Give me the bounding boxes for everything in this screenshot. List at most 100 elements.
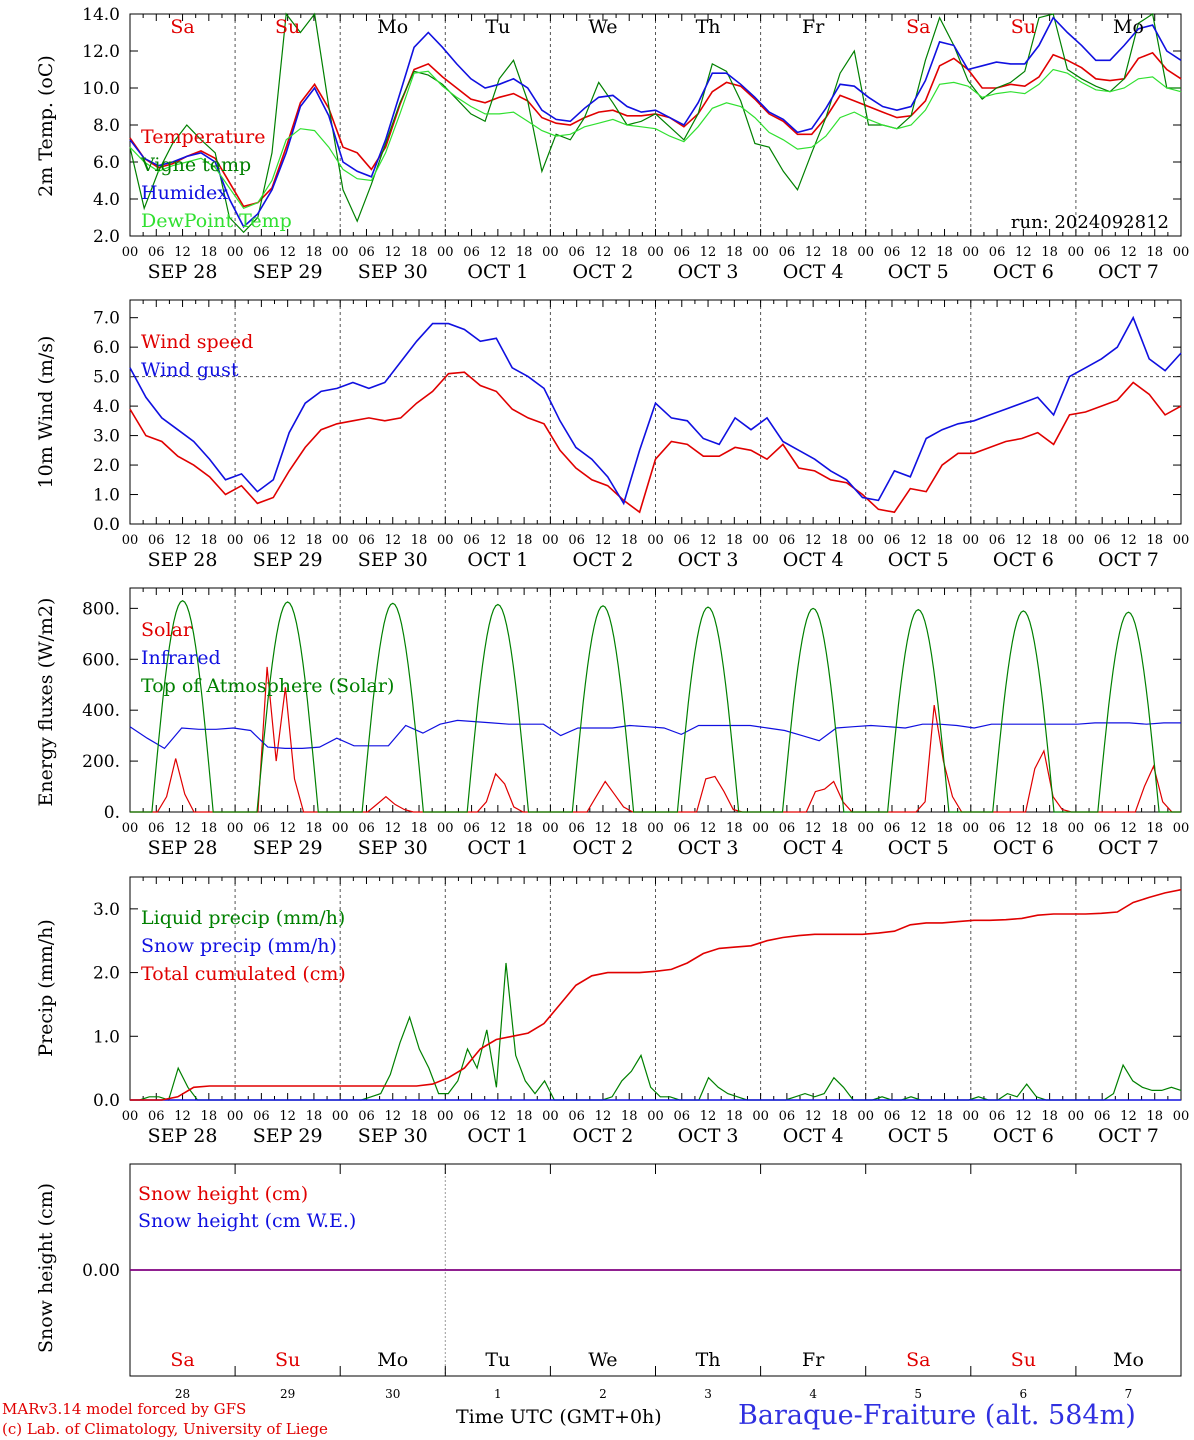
hour-label: 06 [358, 533, 375, 548]
date-label: SEP 28 [148, 549, 218, 571]
legend-entry: DewPoint Temp [141, 210, 292, 232]
date-label: SEP 28 [148, 837, 218, 859]
hour-label: 18 [411, 1109, 428, 1124]
hour-label: 12 [595, 533, 612, 548]
legend-entry: Wind gust [141, 359, 239, 381]
hour-label: 18 [306, 533, 323, 548]
hour-label: 06 [884, 1109, 901, 1124]
day-name: Sa [906, 16, 930, 38]
date-label: SEP 29 [253, 549, 323, 571]
hour-label: 12 [700, 1109, 717, 1124]
hour-label: 06 [884, 821, 901, 836]
legend-entry: Vigne temp [140, 154, 251, 176]
hour-label: 00 [542, 245, 559, 260]
bottom-day-number: 29 [280, 1387, 295, 1400]
hour-label: 00 [647, 533, 664, 548]
hour-label: 06 [358, 245, 375, 260]
bottom-day-number: 28 [175, 1387, 190, 1400]
hour-label: 12 [910, 1109, 927, 1124]
hour-label: 12 [384, 1109, 401, 1124]
date-label: OCT 6 [993, 549, 1054, 571]
y-tick-label: 400. [82, 701, 120, 721]
station-title: Baraque-Fraiture (alt. 584m) [738, 1400, 1136, 1431]
hour-label: 00 [963, 821, 980, 836]
day-name: Sa [170, 16, 194, 38]
hour-label: 00 [227, 1109, 244, 1124]
date-label: OCT 3 [678, 549, 739, 571]
bottom-day-number: 3 [704, 1387, 712, 1400]
hour-label: 18 [411, 245, 428, 260]
series-line-dewpoint-temp [129, 68, 1182, 210]
hour-label: 00 [857, 245, 874, 260]
hour-label: 12 [1015, 821, 1032, 836]
hour-label: 06 [674, 533, 691, 548]
hour-label: 18 [1041, 245, 1058, 260]
date-label: OCT 3 [678, 261, 739, 283]
y-tick-label: 14.0 [82, 5, 120, 25]
hour-label: 06 [884, 533, 901, 548]
hour-label: 12 [490, 245, 507, 260]
hour-label: 06 [779, 1109, 796, 1124]
day-name: Sa [170, 1349, 194, 1371]
hour-label: 00 [122, 245, 139, 260]
hour-label: 00 [857, 1109, 874, 1124]
xaxis-title: Time UTC (GMT+0h) [456, 1406, 662, 1428]
hour-label: 12 [700, 533, 717, 548]
hour-label: 06 [148, 533, 165, 548]
legend-entry: Snow height (cm) [138, 1183, 308, 1205]
legend-entry: Humidex [141, 182, 228, 204]
date-label: SEP 28 [148, 1125, 218, 1147]
hour-label: 06 [253, 821, 270, 836]
hour-label: 12 [279, 533, 296, 548]
series-line-total-cumulated-cm- [130, 888, 1182, 1101]
hour-label: 12 [1015, 1109, 1032, 1124]
date-label: OCT 7 [1098, 549, 1159, 571]
hour-label: 18 [1146, 821, 1163, 836]
hour-label: 06 [1094, 245, 1111, 260]
hour-label: 06 [989, 821, 1006, 836]
bottom-day-number: 7 [1125, 1387, 1133, 1400]
hour-label: 12 [490, 1109, 507, 1124]
series-line-wind-gust [129, 315, 1182, 506]
hour-label: 00 [332, 245, 349, 260]
hour-label: 00 [122, 821, 139, 836]
hour-label: 12 [805, 533, 822, 548]
hour-label: 18 [306, 245, 323, 260]
hour-label: 18 [936, 1109, 953, 1124]
date-label: SEP 29 [253, 261, 323, 283]
y-axis-title: Energy fluxes (W/m2) [35, 598, 57, 807]
hour-label: 06 [358, 821, 375, 836]
hour-label: 00 [963, 245, 980, 260]
date-label: OCT 2 [572, 837, 633, 859]
hour-label: 00 [332, 821, 349, 836]
y-tick-label: 2.0 [93, 227, 120, 247]
hour-label: 06 [463, 821, 480, 836]
hour-label: 12 [279, 245, 296, 260]
hour-label: 12 [805, 245, 822, 260]
hour-label: 18 [411, 533, 428, 548]
hour-label: 12 [1120, 245, 1137, 260]
y-tick-label: 4.0 [93, 190, 120, 210]
hour-label: 18 [306, 1109, 323, 1124]
hour-label: 12 [805, 1109, 822, 1124]
hour-label: 12 [384, 821, 401, 836]
hour-label: 18 [201, 245, 218, 260]
hour-label: 12 [1120, 821, 1137, 836]
y-tick-label: 3.0 [93, 900, 120, 920]
hour-label: 18 [726, 821, 743, 836]
hour-label: 06 [568, 1109, 585, 1124]
day-name: Fr [802, 16, 825, 38]
hour-label: 00 [1173, 821, 1190, 836]
hour-label: 12 [174, 1109, 191, 1124]
hour-label: 18 [516, 821, 533, 836]
y-tick-label: 6.0 [93, 338, 120, 358]
bottom-day-number: 2 [599, 1387, 607, 1400]
hour-label: 18 [831, 533, 848, 548]
hour-label: 06 [674, 1109, 691, 1124]
hour-label: 12 [384, 533, 401, 548]
series-line-infrared [129, 719, 1181, 750]
y-tick-label: 200. [82, 752, 120, 772]
date-label: OCT 6 [993, 261, 1054, 283]
hour-label: 06 [674, 245, 691, 260]
date-label: OCT 1 [467, 261, 528, 283]
